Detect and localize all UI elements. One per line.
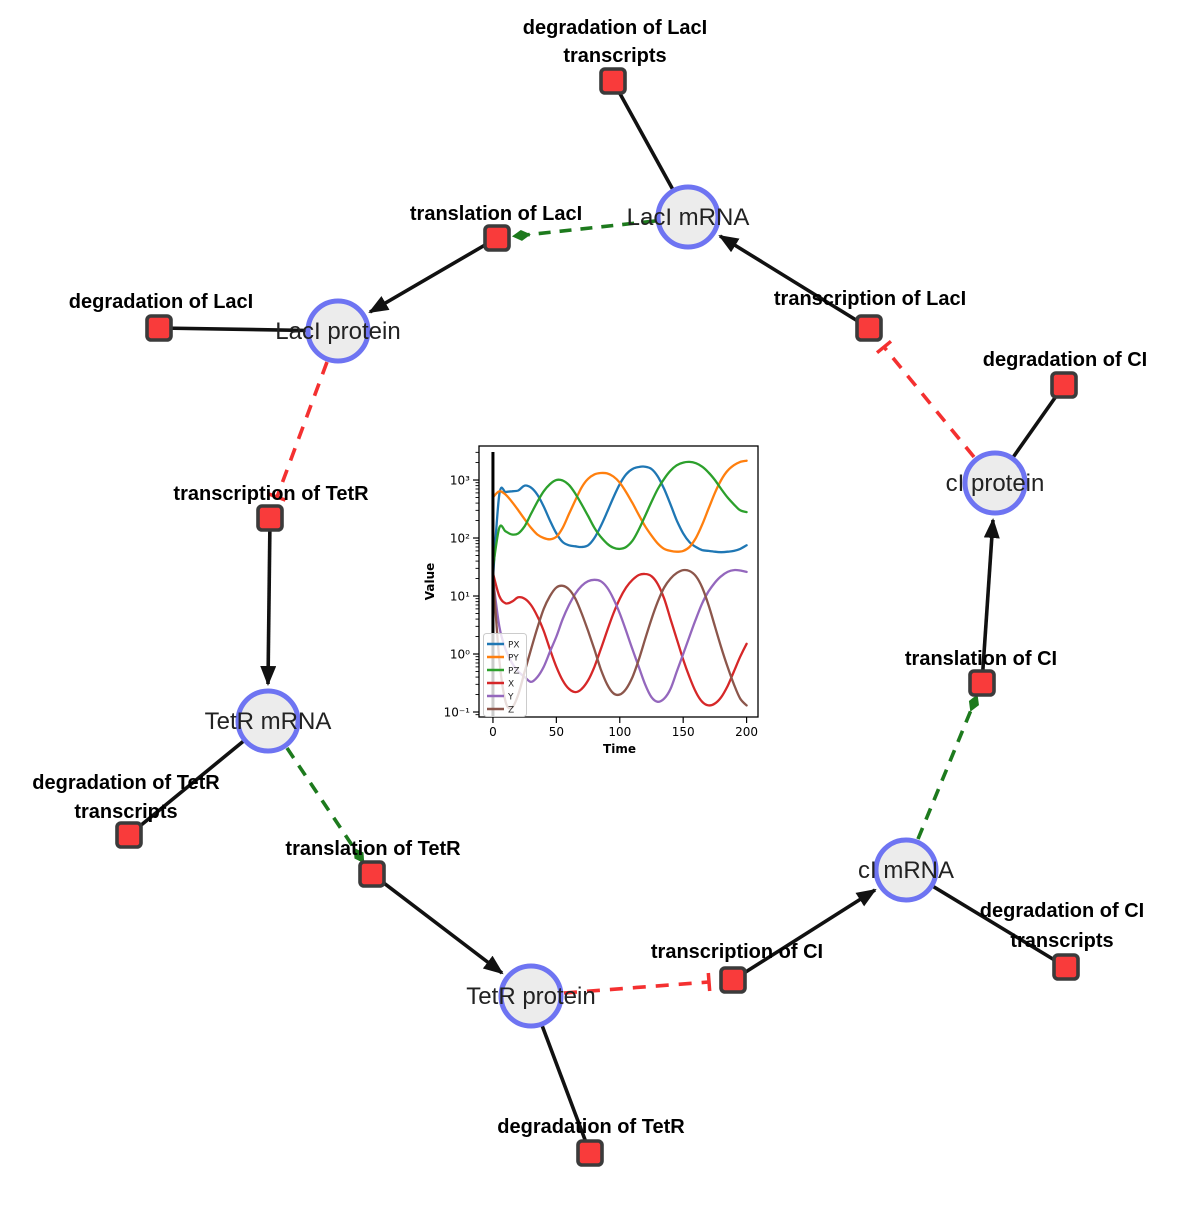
reaction-label-deg-ci: degradation of CI xyxy=(983,349,1147,371)
reaction-node-degradation-of-tetr[interactable] xyxy=(576,1139,604,1167)
species-label-ci-mrna: cI mRNA xyxy=(858,857,954,884)
species-node-ci-protein[interactable] xyxy=(962,450,1028,516)
labels: LacI mRNA LacI protein TetR mRNA TetR pr… xyxy=(32,17,1147,1138)
svg-text:Time: Time xyxy=(603,742,636,756)
svg-text:10²: 10² xyxy=(450,532,470,546)
reaction-label-deg-ci-transcripts-line1: degradation of CI xyxy=(980,900,1144,922)
edge-translation-tetr-to-tetr-protein xyxy=(370,872,504,975)
svg-text:200: 200 xyxy=(735,725,758,739)
reaction-node-translation-of-tetr[interactable] xyxy=(358,860,386,888)
svg-text:Value: Value xyxy=(423,563,437,601)
svg-text:PX: PX xyxy=(508,641,520,651)
nodes xyxy=(115,67,1080,1167)
reaction-label-deg-laci-transcripts-line1: degradation of LacI xyxy=(523,17,707,39)
species-node-laci-protein[interactable] xyxy=(305,298,371,364)
svg-text:PZ: PZ xyxy=(508,667,520,677)
edge-translation-laci-to-laci-protein xyxy=(368,236,498,314)
species-label-tetr-mrna: TetR mRNA xyxy=(205,708,332,735)
reaction-label-transcription-tetr: transcription of TetR xyxy=(173,483,369,505)
reaction-node-transcription-of-ci[interactable] xyxy=(719,966,747,994)
reaction-node-transcription-of-laci[interactable] xyxy=(855,314,883,342)
species-node-tetr-mrna[interactable] xyxy=(235,688,301,754)
reaction-label-deg-tetr-transcripts-line2: transcripts xyxy=(74,801,177,823)
reaction-node-degradation-of-laci[interactable] xyxy=(145,314,173,342)
svg-text:150: 150 xyxy=(672,725,695,739)
reaction-node-degradation-of-tetr-transcripts[interactable] xyxy=(115,821,143,849)
edge-laci-protein-inhibits-transcription-tetr xyxy=(267,361,329,502)
reaction-node-degradation-of-ci[interactable] xyxy=(1050,371,1078,399)
svg-text:10⁻¹: 10⁻¹ xyxy=(444,706,471,720)
reaction-label-transcription-ci: transcription of CI xyxy=(651,941,823,963)
svg-text:100: 100 xyxy=(608,725,631,739)
svg-text:PY: PY xyxy=(508,654,519,664)
edge-ci-mrna-modifies-translation-ci xyxy=(916,694,979,840)
svg-text:50: 50 xyxy=(549,725,564,739)
edge-transcription-ci-to-ci-mrna xyxy=(732,888,877,982)
edge-transcription-tetr-to-tetr-mrna xyxy=(260,517,277,686)
edge-ci-protein-inhibits-transcription-laci xyxy=(875,339,976,459)
svg-text:X: X xyxy=(508,680,514,690)
reaction-label-deg-laci-transcripts-line2: transcripts xyxy=(563,45,666,67)
reaction-label-transcription-laci: transcription of LacI xyxy=(774,288,966,310)
edge-laci-mrna-modifies-translation-laci xyxy=(511,219,656,241)
reaction-node-transcription-of-tetr[interactable] xyxy=(256,504,284,532)
reaction-node-degradation-of-ci-transcripts[interactable] xyxy=(1052,953,1080,981)
edge-transcription-laci-to-laci-mrna xyxy=(718,234,870,330)
svg-text:0: 0 xyxy=(489,725,497,739)
svg-text:10⁰: 10⁰ xyxy=(450,648,470,662)
svg-text:10¹: 10¹ xyxy=(450,590,470,604)
reaction-label-deg-tetr-transcripts-line1: degradation of TetR xyxy=(32,772,220,794)
species-label-laci-protein: LacI protein xyxy=(275,318,400,345)
species-label-ci-protein: cI protein xyxy=(946,470,1045,497)
reaction-node-degradation-of-laci-transcripts[interactable] xyxy=(599,67,627,95)
edge-translation-ci-to-ci-protein xyxy=(980,518,1000,684)
species-label-laci-mrna: LacI mRNA xyxy=(627,204,750,231)
simulation-timecourse-plot: 0 50 100 150 200 10⁻¹ 10⁰ 10¹ 10² 10³ Time Value PX P… xyxy=(423,445,759,756)
svg-text:Z: Z xyxy=(508,706,514,716)
reaction-label-deg-tetr: degradation of TetR xyxy=(497,1116,685,1138)
reaction-label-translation-ci: translation of CI xyxy=(905,648,1057,670)
reaction-label-translation-tetr: translation of TetR xyxy=(285,838,461,860)
species-label-tetr-protein: TetR protein xyxy=(466,983,595,1010)
edge-tetr-mrna-modifies-translation-tetr xyxy=(285,746,365,864)
reaction-label-translation-laci: translation of LacI xyxy=(410,203,582,225)
edge-tetr-protein-inhibits-transcription-ci xyxy=(563,972,712,995)
reaction-label-deg-laci: degradation of LacI xyxy=(69,291,253,313)
species-node-tetr-protein[interactable] xyxy=(498,963,564,1029)
svg-text:10³: 10³ xyxy=(450,474,470,488)
reaction-node-translation-of-ci[interactable] xyxy=(968,669,996,697)
reaction-node-translation-of-laci[interactable] xyxy=(483,224,511,252)
species-node-ci-mrna[interactable] xyxy=(873,837,939,903)
svg-text:Y: Y xyxy=(507,693,514,703)
species-node-laci-mrna[interactable] xyxy=(655,184,721,250)
reaction-label-deg-ci-transcripts-line2: transcripts xyxy=(1010,930,1113,952)
